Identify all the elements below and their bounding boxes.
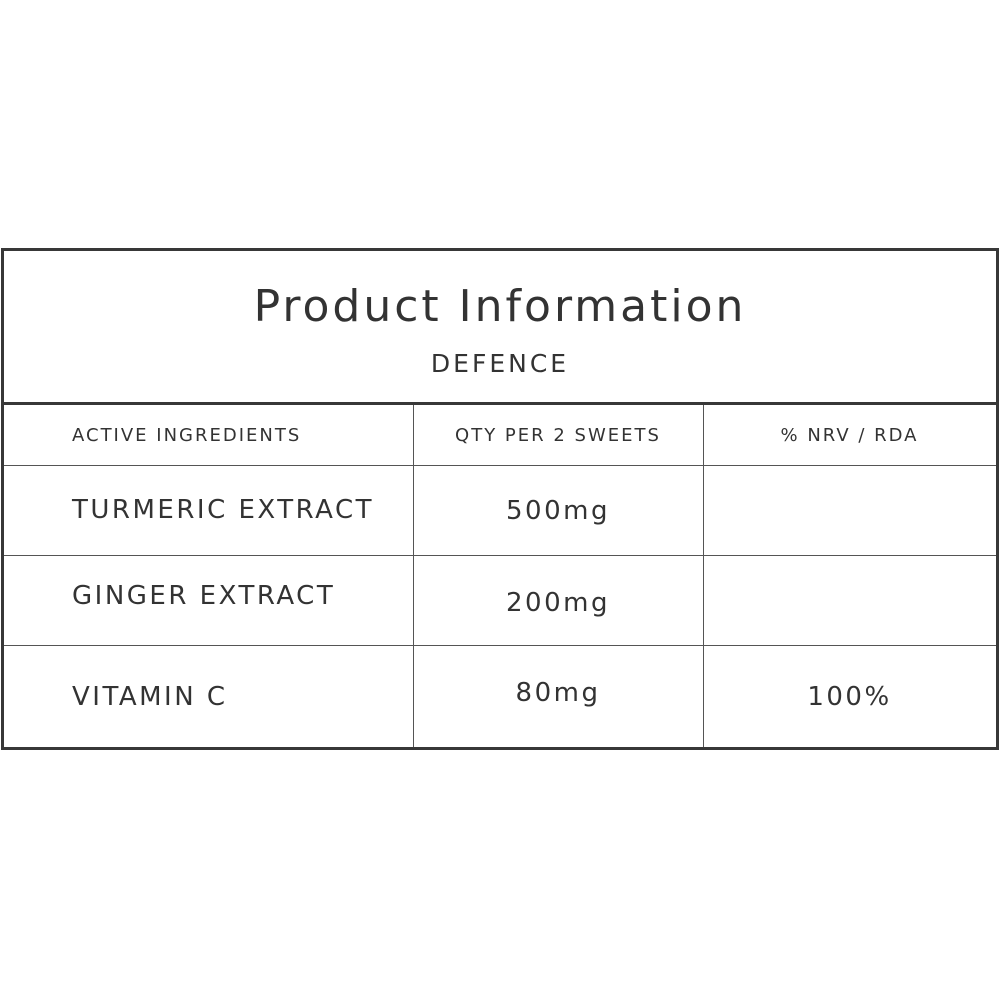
row-divider bbox=[4, 645, 996, 646]
product-info-table: Product Information DEFENCE ACTIVE INGRE… bbox=[1, 248, 999, 750]
header-divider bbox=[4, 402, 996, 405]
product-name: DEFENCE bbox=[430, 349, 570, 378]
nrv-cell bbox=[703, 466, 996, 556]
row-divider bbox=[4, 555, 996, 556]
qty-cell: 200mg bbox=[506, 588, 610, 618]
qty-cell: 500mg bbox=[506, 496, 610, 526]
column-divider bbox=[703, 405, 704, 747]
qty-cell: 80mg bbox=[515, 678, 601, 708]
nrv-cell bbox=[703, 556, 996, 646]
nrv-cell: 100% bbox=[807, 681, 892, 712]
row-divider bbox=[4, 465, 996, 466]
ingredient-cell: VITAMIN C bbox=[72, 681, 228, 712]
column-header-ingredients: ACTIVE INGREDIENTS bbox=[72, 424, 302, 446]
column-divider bbox=[413, 405, 414, 747]
page-title: Product Information bbox=[253, 281, 747, 332]
column-header-nrv: % NRV / RDA bbox=[780, 424, 919, 446]
ingredient-cell: GINGER EXTRACT bbox=[72, 581, 336, 611]
ingredient-cell: TURMERIC EXTRACT bbox=[72, 495, 375, 525]
column-header-qty: QTY PER 2 SWEETS bbox=[455, 424, 661, 446]
